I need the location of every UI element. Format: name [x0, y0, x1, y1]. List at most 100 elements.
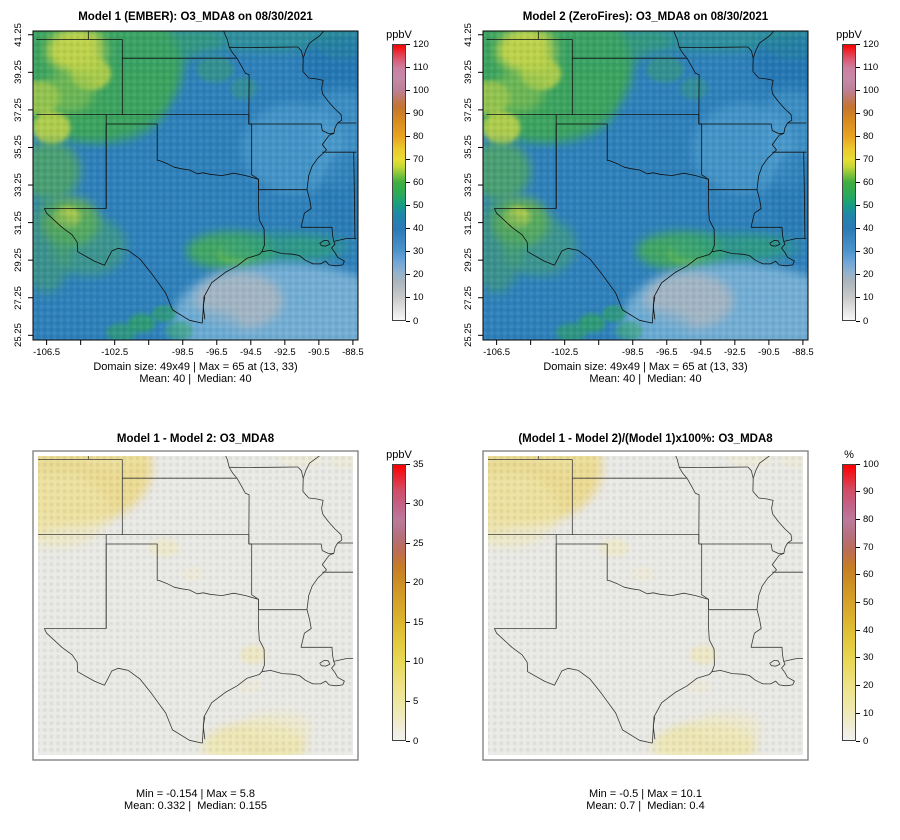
- colorbar-tick-mark: [856, 518, 860, 520]
- colorbar-tick-mark: [406, 66, 410, 68]
- colorbar-tick-mark: [856, 629, 860, 631]
- map-model2: [478, 30, 809, 345]
- stats-line-1: Min = -0.154 | Max = 5.8: [135, 788, 256, 800]
- stats-line-2: Mean: 40 | Median: 40: [139, 373, 252, 385]
- stats-line-1: Min = -0.5 | Max = 10.1: [589, 788, 702, 800]
- colorbar-tick-label: 70: [863, 541, 874, 553]
- y-tick-label: 33.25: [463, 173, 474, 197]
- colorbar-tick-label: 30: [413, 498, 424, 510]
- panel-percent-difference: (Model 1 - Model 2)/(Model 1)x100%: O3_M…: [450, 420, 900, 840]
- x-tick-label: -88.5: [342, 347, 364, 358]
- colorbar-tick-mark: [856, 66, 860, 68]
- colorbar-unit-label: ppbV: [836, 29, 862, 41]
- colorbar-tick-mark: [856, 112, 860, 114]
- colorbar-tick-mark: [406, 89, 410, 91]
- colorbar-tick-label: 20: [413, 269, 424, 281]
- colorbar-tick-label: 100: [863, 84, 879, 96]
- colorbar-tick-mark: [406, 274, 410, 276]
- colorbar-tick-mark: [856, 43, 860, 45]
- colorbar-tick-mark: [856, 685, 860, 687]
- colorbar-tick-label: 0: [863, 735, 869, 747]
- panel-title: (Model 1 - Model 2)/(Model 1)x100%: O3_M…: [518, 433, 773, 445]
- colorbar-tick-label: 50: [863, 200, 874, 212]
- colorbar-tick-label: 20: [863, 269, 874, 281]
- x-tick-label: -88.5: [792, 347, 814, 358]
- x-tick-label: -90.5: [308, 347, 330, 358]
- colorbar-tick-label: 10: [863, 292, 874, 304]
- colorbar-tick-label: 120: [413, 38, 429, 50]
- colorbar-tick-mark: [856, 297, 860, 299]
- colorbar-tick-label: 90: [413, 107, 424, 119]
- stats-line-1: Domain size: 49x49 | Max = 65 at (13, 33…: [543, 361, 748, 373]
- colorbar-tick-label: 120: [863, 38, 879, 50]
- colorbar-tick-label: 70: [413, 153, 424, 165]
- colorbar-tick-label: 15: [413, 616, 424, 628]
- colorbar-tick-label: 50: [413, 200, 424, 212]
- colorbar-tick-label: 100: [413, 84, 429, 96]
- colorbar-unit-label: %: [844, 449, 854, 461]
- colorbar-tick-mark: [406, 320, 410, 322]
- colorbar-tick-mark: [856, 228, 860, 230]
- colorbar-tick-label: 90: [863, 107, 874, 119]
- x-tick-label: -92.5: [724, 347, 746, 358]
- colorbar-tick-mark: [856, 320, 860, 322]
- colorbar-tick-mark: [406, 463, 410, 465]
- colorbar-tick-mark: [856, 657, 860, 659]
- colorbar-tick-label: 10: [413, 656, 424, 668]
- stats-line-2: Mean: 0.332 | Median: 0.155: [124, 800, 267, 812]
- panel-title: Model 2 (ZeroFires): O3_MDA8 on 08/30/20…: [522, 11, 769, 23]
- colorbar-tick-mark: [856, 135, 860, 137]
- y-tick-label: 37.25: [463, 98, 474, 122]
- x-tick-label: -106.5: [33, 347, 61, 358]
- y-tick-label: 35.25: [463, 135, 474, 160]
- y-tick-label: 27.25: [463, 285, 474, 310]
- map-model1: [28, 30, 359, 345]
- colorbar-tick-label: 100: [863, 458, 879, 470]
- colorbar-tick-label: 80: [863, 130, 874, 142]
- colorbar-tick-mark: [856, 602, 860, 603]
- y-tick-label: 41.25: [463, 22, 474, 47]
- colorbar-tick-label: 35: [413, 458, 424, 470]
- colorbar-tick-mark: [406, 297, 410, 299]
- colorbar-tick-mark: [856, 740, 860, 742]
- colorbar-tick-mark: [406, 740, 410, 742]
- colorbar-tick-label: 110: [413, 61, 429, 73]
- panel-title: Model 1 (EMBER): O3_MDA8 on 08/30/2021: [78, 11, 313, 23]
- colorbar-unit-label: ppbV: [386, 29, 412, 41]
- y-tick-label: 33.25: [13, 173, 24, 197]
- colorbar-tick-mark: [406, 661, 410, 663]
- colorbar-tick-label: 40: [863, 223, 874, 235]
- colorbar-tick-mark: [406, 182, 410, 183]
- colorbar-tick-mark: [406, 582, 410, 584]
- colorbar-tick-label: 0: [413, 315, 419, 327]
- colorbar-tick-mark: [856, 251, 860, 253]
- colorbar-tick-mark: [406, 228, 410, 230]
- colorbar-tick-label: 30: [413, 246, 424, 258]
- colorbar-tick-mark: [856, 205, 860, 207]
- colorbar-tick-mark: [856, 463, 860, 465]
- colorbar-tick-label: 40: [863, 624, 874, 636]
- colorbar-tick-mark: [406, 112, 410, 114]
- colorbar-tick-label: 60: [863, 177, 874, 188]
- colorbar: [392, 44, 406, 321]
- x-tick-label: -92.5: [274, 347, 296, 358]
- x-tick-label: -102.5: [101, 347, 129, 358]
- colorbar-tick-label: 40: [413, 223, 424, 235]
- colorbar: [392, 464, 406, 741]
- colorbar-tick-mark: [856, 491, 860, 493]
- stats-line-1: Domain size: 49x49 | Max = 65 at (13, 33…: [93, 361, 298, 373]
- colorbar-tick-mark: [406, 158, 410, 160]
- y-tick-label: 35.25: [13, 135, 24, 160]
- colorbar-tick-label: 5: [413, 695, 419, 707]
- x-tick-label: -102.5: [551, 347, 579, 358]
- colorbar-tick-label: 60: [413, 177, 424, 188]
- panel-title: Model 1 - Model 2: O3_MDA8: [116, 433, 275, 445]
- stats-line-2: Mean: 40 | Median: 40: [589, 373, 702, 385]
- map-difference: [32, 450, 359, 761]
- colorbar-tick-label: 110: [863, 61, 879, 73]
- x-tick-label: -98.5: [621, 347, 644, 358]
- y-tick-label: 27.25: [13, 285, 24, 310]
- colorbar-tick-mark: [856, 546, 860, 548]
- colorbar-tick-label: 50: [863, 597, 874, 608]
- colorbar-tick-mark: [406, 621, 410, 623]
